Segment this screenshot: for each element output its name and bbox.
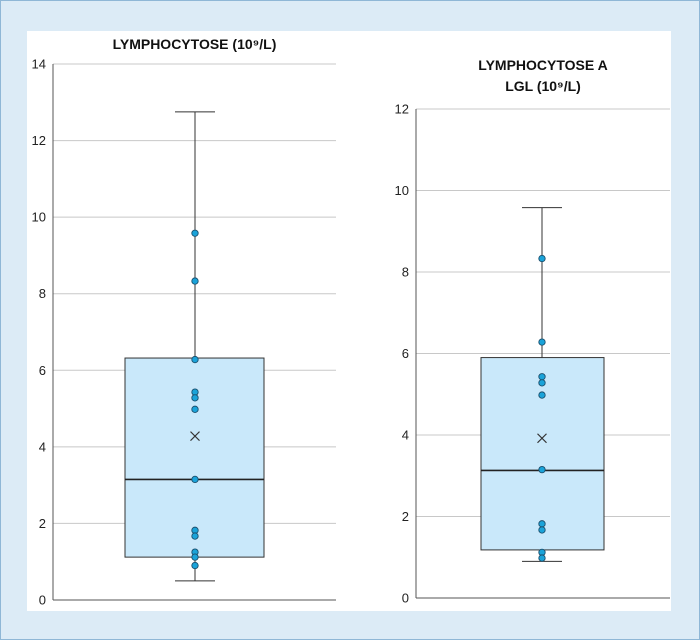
y-tick-label: 10 (32, 210, 46, 225)
y-tick-label: 12 (32, 133, 46, 148)
data-point (538, 338, 546, 346)
data-point (191, 394, 199, 402)
data-point (191, 561, 199, 570)
data-point (538, 520, 546, 528)
data-point (538, 379, 546, 387)
chart-title-line: LGL (10⁹/L) (505, 78, 581, 94)
iqr-box (480, 357, 605, 551)
y-tick-label: 8 (402, 265, 409, 280)
y-tick-label: 6 (402, 346, 409, 361)
y-tick-label: 2 (39, 516, 46, 531)
chart-1: LYMPHOCYTOSE (10⁹/L) 0 2 4 6 8 10 12 14 (32, 36, 336, 608)
y-tick-label: 14 (32, 57, 46, 72)
data-point (191, 475, 199, 484)
y-tick-label: 12 (395, 102, 409, 117)
mean-marker (190, 431, 200, 442)
y-tick-label: 4 (39, 439, 46, 454)
y-tick-label: 6 (39, 363, 46, 378)
data-point (191, 532, 199, 540)
y-tick-label: 8 (39, 286, 46, 301)
data-point (538, 465, 546, 474)
chart-title-line: LYMPHOCYTOSE A (478, 57, 607, 73)
data-point (191, 405, 199, 413)
chart-2: LYMPHOCYTOSE A LGL (10⁹/L) 0 2 4 6 8 10 12 (395, 57, 670, 606)
data-point (191, 355, 199, 364)
mean-marker-stroke (190, 431, 200, 442)
data-point (538, 554, 546, 562)
mean-marker (537, 433, 547, 444)
data-point (191, 229, 199, 237)
y-tick-label: 4 (402, 428, 409, 443)
data-point (191, 553, 199, 561)
data-point (538, 526, 546, 534)
chart-title-line: LYMPHOCYTOSE (10⁹/L) (113, 36, 277, 52)
y-tick-label: 0 (402, 591, 409, 606)
mean-marker-stroke (537, 433, 547, 444)
y-tick-label: 10 (395, 183, 409, 198)
data-point (538, 254, 546, 263)
data-point (538, 373, 546, 381)
y-tick-label: 2 (402, 509, 409, 524)
data-point (538, 391, 546, 399)
y-tick-label: 0 (39, 593, 46, 608)
data-point (191, 277, 199, 285)
chart-panel: LYMPHOCYTOSE (10⁹/L) 0 2 4 6 8 10 12 14 LYMPHOCYT… (27, 31, 671, 611)
